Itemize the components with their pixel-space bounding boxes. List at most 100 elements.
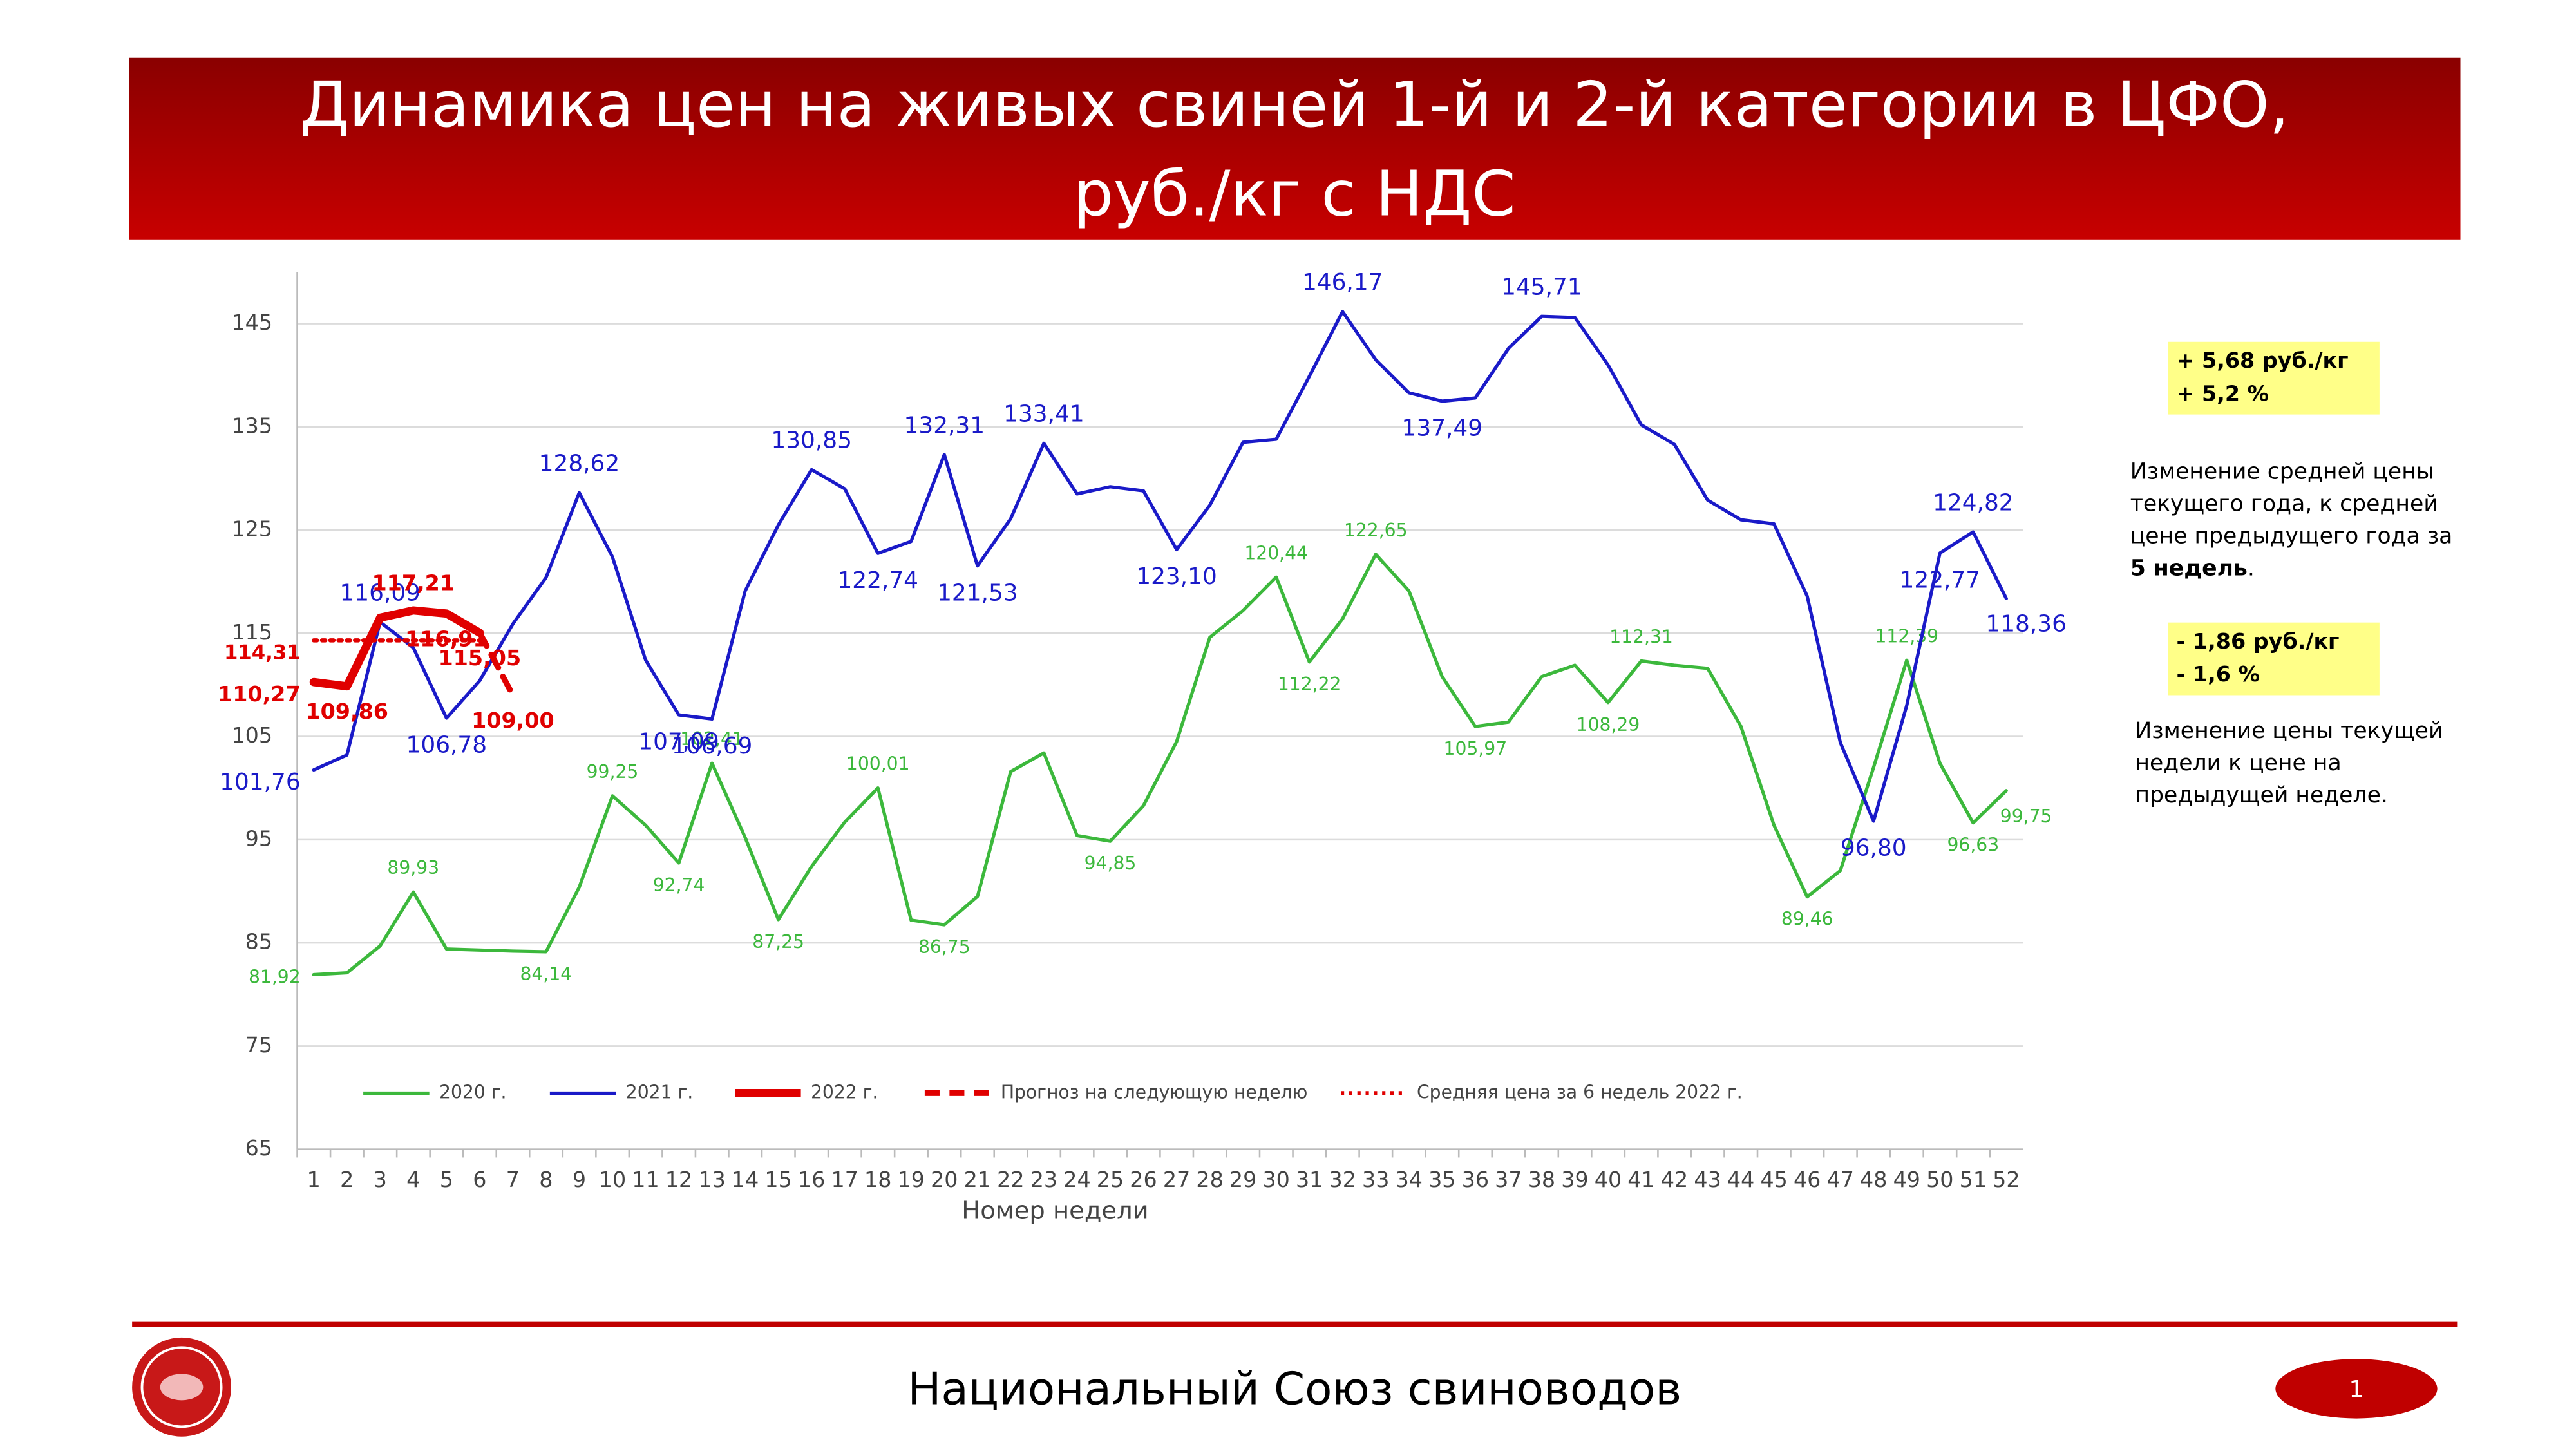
x-tick-label: 35 — [1428, 1167, 1455, 1192]
data-label: 112,31 — [1609, 627, 1673, 648]
x-tick-label: 25 — [1097, 1167, 1124, 1192]
x-tick-label: 45 — [1760, 1167, 1787, 1192]
x-tick-label: 24 — [1063, 1167, 1090, 1192]
x-tick-label: 9 — [573, 1167, 586, 1192]
data-label: 137,49 — [1402, 415, 1483, 442]
x-tick-label: 52 — [1993, 1167, 2020, 1192]
x-tick-label: 43 — [1694, 1167, 1721, 1192]
x-tick-label: 11 — [632, 1167, 659, 1192]
x-tick-label: 47 — [1827, 1167, 1854, 1192]
data-label: 117,21 — [372, 570, 455, 595]
series-line — [477, 630, 516, 698]
data-label: 132,31 — [904, 412, 985, 439]
x-tick-label: 15 — [764, 1167, 791, 1192]
x-tick-label: 40 — [1595, 1167, 1622, 1192]
x-tick-label: 10 — [599, 1167, 626, 1192]
data-label: 108,29 — [1577, 714, 1640, 735]
data-label: 110,27 — [218, 681, 301, 706]
note-tail: . — [2248, 555, 2255, 581]
data-label: 146,17 — [1302, 269, 1383, 296]
data-label: 128,62 — [539, 450, 620, 477]
y-tick-label: 75 — [245, 1032, 272, 1057]
data-label: 84,14 — [520, 963, 573, 985]
data-label: 102,41 — [680, 728, 744, 750]
x-tick-label: 21 — [964, 1167, 991, 1192]
series-line — [312, 553, 2008, 977]
x-tick-label: 6 — [473, 1167, 486, 1192]
note-text: Изменение средней цены — [2130, 459, 2434, 484]
x-tick-label: 7 — [506, 1167, 520, 1192]
data-label: 112,39 — [1875, 625, 1938, 647]
x-tick-label: 39 — [1561, 1167, 1588, 1192]
header-band — [129, 57, 2461, 240]
x-tick-label: 41 — [1627, 1167, 1654, 1192]
title: руб./кг с НДС — [1074, 158, 1515, 231]
x-tick-label: 30 — [1262, 1167, 1289, 1192]
x-tick-label: 23 — [1030, 1167, 1057, 1192]
data-label: 124,82 — [1933, 489, 2014, 516]
x-tick-label: 38 — [1528, 1167, 1555, 1192]
notes: + 5,68 руб./кг + 5,2 % Изменение средней ц… — [2130, 341, 2453, 808]
footer-text: Национальный Союз свиноводов — [907, 1364, 1681, 1416]
x-tick-label: 4 — [406, 1167, 420, 1192]
x-tick-label: 1 — [307, 1167, 321, 1192]
data-label: 94,85 — [1084, 853, 1137, 874]
x-tick-label: 50 — [1926, 1167, 1953, 1192]
y-tick-label: 115 — [231, 620, 272, 645]
y-tick-label: 85 — [245, 929, 272, 954]
page-badge — [2275, 1359, 2438, 1419]
data-label: 89,93 — [387, 857, 439, 878]
y-tick-label: 95 — [245, 826, 272, 851]
data-label: 121,53 — [937, 580, 1018, 606]
data-label: 130,85 — [771, 428, 852, 454]
data-label: 109,00 — [471, 708, 554, 733]
note-bold: 5 недель — [2130, 555, 2248, 581]
data-label: 106,69 — [672, 733, 753, 759]
note-box-text: + 5,68 руб./кг — [2176, 348, 2348, 373]
legend-label: Средняя цена за 6 недель 2022 г. — [1417, 1081, 1743, 1103]
note-box-text: - 1,6 % — [2176, 661, 2259, 687]
x-tick-label: 16 — [798, 1167, 825, 1192]
data-label: 99,75 — [2000, 806, 2052, 827]
series-line — [312, 310, 2008, 823]
x-tick-label: 31 — [1296, 1167, 1323, 1192]
data-label: 81,92 — [249, 967, 301, 988]
data-label: 99,25 — [587, 761, 639, 782]
note-text: предыдущей неделе. — [2135, 782, 2388, 808]
data-label: 109,86 — [305, 699, 388, 724]
data-label: 123,10 — [1136, 564, 1217, 590]
logo — [132, 1337, 231, 1437]
note-text: недели к цене на — [2135, 750, 2341, 776]
note-text: Изменение цены текущей — [2135, 718, 2443, 744]
note-text: 5 недель. — [2130, 555, 2255, 581]
note-box-text: + 5,2 % — [2176, 381, 2269, 406]
x-tick-label: 22 — [997, 1167, 1024, 1192]
note-text: цене предыдущего года за — [2130, 523, 2453, 549]
data-label: 120,44 — [1244, 542, 1308, 564]
data-label: 133,41 — [1003, 401, 1084, 428]
data-label: 100,01 — [846, 753, 910, 775]
data-label: 114,31 — [224, 641, 301, 664]
x-tick-label: 48 — [1860, 1167, 1887, 1192]
x-tick-label: 12 — [665, 1167, 692, 1192]
x-tick-label: 46 — [1794, 1167, 1821, 1192]
x-tick-label: 44 — [1727, 1167, 1754, 1192]
data-label: 107,09 — [638, 729, 719, 755]
data-label: 101,76 — [220, 769, 301, 795]
y-tick-label: 135 — [231, 413, 272, 438]
x-tick-label: 49 — [1893, 1167, 1920, 1192]
data-label: 145,71 — [1501, 274, 1582, 301]
legend-label: 2022 г. — [811, 1081, 878, 1103]
x-tick-label: 20 — [931, 1167, 958, 1192]
note-box-text: - 1,86 руб./кг — [2176, 629, 2339, 654]
x-tick-label: 34 — [1396, 1167, 1423, 1192]
legend-label: 2020 г. — [439, 1081, 506, 1103]
data-label: 87,25 — [752, 931, 804, 952]
legend-label: 2021 г. — [626, 1081, 693, 1103]
x-tick-label: 13 — [698, 1167, 725, 1192]
data-label: 105,97 — [1444, 738, 1508, 759]
x-tick-label: 51 — [1960, 1167, 1987, 1192]
data-label: 115,05 — [439, 645, 522, 670]
data-label: 96,80 — [1841, 835, 1907, 862]
